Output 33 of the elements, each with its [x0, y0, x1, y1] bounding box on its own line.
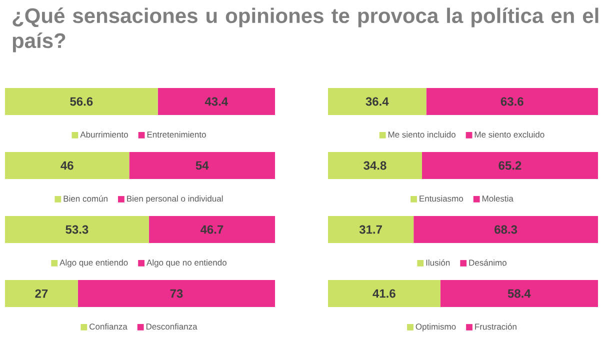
legend-label: Algo que no entiendo	[146, 259, 226, 268]
legend-label: Desconfianza	[146, 323, 198, 330]
data-label: 65.2	[498, 161, 522, 170]
legend-label: Molestia	[482, 195, 514, 202]
data-label: 36.4	[366, 97, 389, 106]
data-label: 27	[35, 289, 48, 298]
data-label: 31.7	[359, 225, 382, 234]
legend-label: Entusiasmo	[420, 195, 464, 202]
data-label: 41.6	[372, 289, 396, 298]
legend-label: Bien personal o individual	[127, 195, 223, 204]
data-label: 63.6	[500, 97, 524, 106]
legend-label: Entretenimiento	[147, 131, 206, 138]
legend-label: Me siento excluido	[474, 131, 544, 138]
data-label: 73	[170, 289, 183, 298]
legend-label: Frustración	[475, 323, 516, 330]
legend-label: Optimismo	[416, 323, 456, 332]
data-label: 56.6	[70, 97, 93, 106]
data-label: 46.7	[200, 225, 224, 234]
data-label: 53.3	[66, 225, 88, 234]
data-label: 34.8	[364, 161, 386, 170]
legend-label: Aburrimiento	[80, 131, 128, 138]
chart-title: ¿Qué sensaciones u opiniones te provoca la política en el país?	[12, 8, 598, 52]
data-label: 54	[196, 161, 209, 170]
data-label: 46	[60, 161, 74, 170]
legend-label: Desánimo	[469, 259, 506, 266]
data-label: 58.4	[508, 289, 531, 298]
legend-label: Algo que entiendo	[60, 259, 128, 268]
legend-label: Me siento incluido	[388, 131, 456, 138]
legend-label: Ilusión	[426, 259, 450, 266]
data-label: 43.4	[204, 97, 228, 106]
legend-label: Bien común	[64, 195, 108, 202]
data-label: 68.3	[494, 225, 518, 234]
legend-label: Confianza	[90, 323, 128, 330]
